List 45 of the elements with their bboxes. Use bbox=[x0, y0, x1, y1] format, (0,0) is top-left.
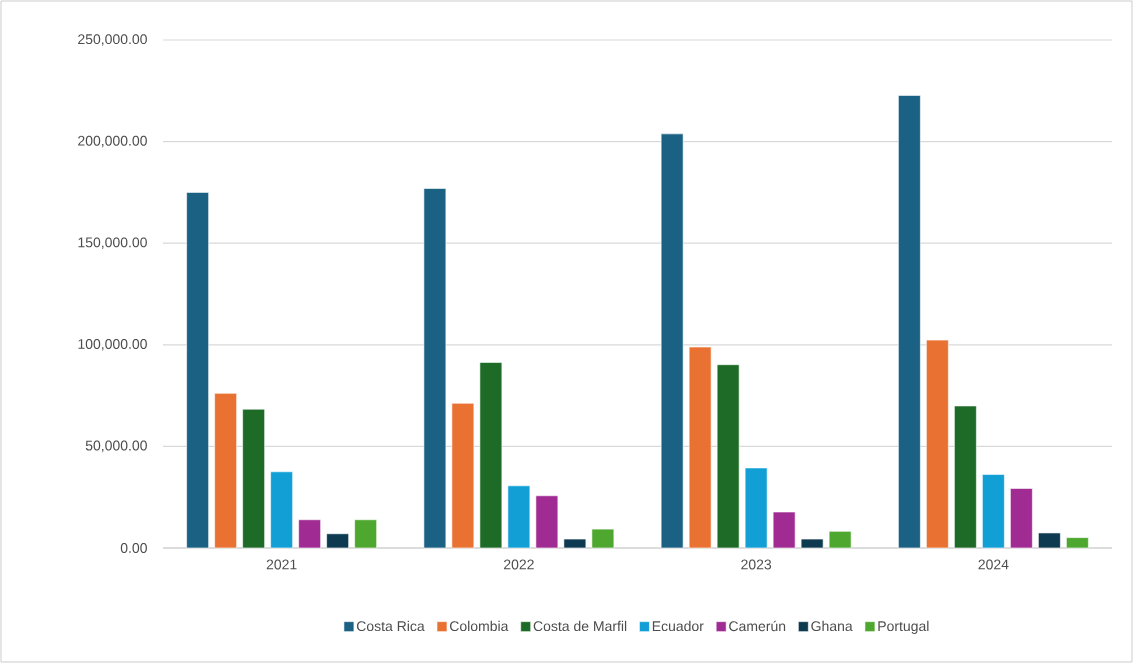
legend-label: Ghana bbox=[811, 620, 853, 632]
y-tick-label: 250,000.00 bbox=[78, 34, 147, 46]
bar bbox=[563, 538, 587, 549]
bar bbox=[591, 528, 615, 549]
bar bbox=[744, 467, 768, 549]
bar bbox=[926, 339, 949, 549]
y-tick-label: 100,000.00 bbox=[78, 339, 147, 351]
bar bbox=[242, 408, 265, 549]
y-tick-label: 50,000.00 bbox=[85, 440, 147, 453]
bar bbox=[298, 519, 321, 549]
bar bbox=[535, 495, 559, 549]
bar bbox=[270, 471, 293, 549]
bar bbox=[716, 364, 740, 549]
bar bbox=[354, 519, 377, 549]
bar bbox=[186, 192, 209, 549]
bar bbox=[982, 474, 1005, 549]
y-tick-label: 0.00 bbox=[120, 543, 147, 553]
bar bbox=[1066, 537, 1089, 549]
legend-label: Camerún bbox=[729, 620, 786, 632]
legend-label: Costa Rica bbox=[356, 620, 425, 632]
legend-label: Costa de Marfil bbox=[533, 620, 627, 632]
bar bbox=[1038, 532, 1061, 549]
legend-label: Colombia bbox=[450, 620, 509, 632]
bar bbox=[688, 346, 712, 549]
bar bbox=[828, 531, 852, 549]
legend-label: Ecuador bbox=[652, 620, 704, 632]
bar bbox=[772, 511, 796, 549]
bar bbox=[800, 538, 824, 549]
y-tick-label: 200,000.00 bbox=[78, 135, 147, 148]
x-tick-label: 2023 bbox=[741, 559, 772, 570]
bar bbox=[451, 403, 475, 549]
x-tick-label: 2024 bbox=[978, 559, 1009, 570]
legend-label: Portugal bbox=[878, 620, 929, 634]
x-tick-label: 2022 bbox=[504, 559, 534, 570]
bar bbox=[898, 95, 921, 549]
bar bbox=[214, 393, 237, 549]
y-tick-label: 150,000.00 bbox=[78, 237, 147, 249]
bar bbox=[479, 362, 503, 549]
bar bbox=[423, 188, 447, 549]
x-tick-label: 2021 bbox=[266, 559, 297, 570]
bar bbox=[1010, 488, 1033, 549]
bar bbox=[507, 485, 531, 549]
bar bbox=[326, 533, 349, 549]
bar bbox=[660, 133, 684, 549]
bar bbox=[954, 405, 977, 549]
